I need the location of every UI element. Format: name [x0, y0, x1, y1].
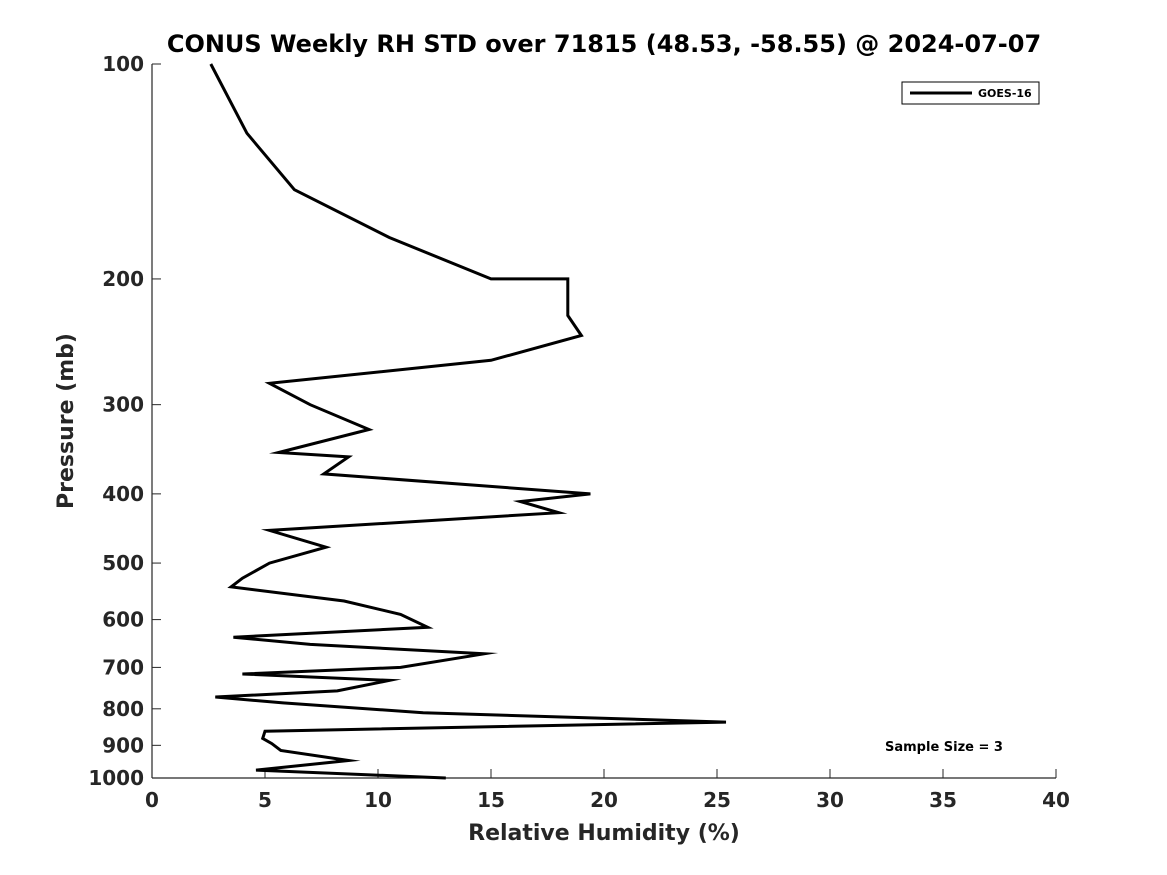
x-tick-label: 35: [929, 788, 957, 812]
x-tick-label: 40: [1042, 788, 1070, 812]
x-axis-label: Relative Humidity (%): [468, 821, 740, 846]
y-tick-label: 300: [102, 393, 144, 417]
y-tick-label: 100: [102, 52, 144, 76]
y-tick-label: 800: [102, 697, 144, 721]
y-tick-label: 400: [102, 482, 144, 506]
y-tick-label: 1000: [88, 766, 144, 790]
series-line-0: [209, 63, 727, 780]
y-tick-label: 600: [102, 608, 144, 632]
axes: 0 5 10 15 20 25 30 35 40 100 200 300 400 500 600 700 800…: [88, 52, 1070, 812]
sample-size-annotation: Sample Size = 3: [885, 740, 1003, 755]
x-tick-label: 5: [258, 788, 272, 812]
x-tick-label: 25: [703, 788, 731, 812]
y-tick-label: 500: [102, 551, 144, 575]
y-tick-label: 700: [102, 655, 144, 679]
y-tick-label: 900: [102, 733, 144, 757]
x-tick-label: 10: [364, 788, 392, 812]
x-tick-label: 30: [816, 788, 844, 812]
y-tick-label: 200: [102, 267, 144, 291]
legend-label: GOES-16: [978, 87, 1032, 100]
series-layer: [209, 63, 727, 780]
chart-title: CONUS Weekly RH STD over 71815 (48.53, -…: [167, 30, 1041, 58]
x-tick-label: 15: [477, 788, 505, 812]
x-tick-label: 20: [590, 788, 618, 812]
y-axis-label: Pressure (mb): [54, 333, 79, 509]
x-tick-label: 0: [145, 788, 159, 812]
legend: GOES-16: [901, 81, 1040, 105]
